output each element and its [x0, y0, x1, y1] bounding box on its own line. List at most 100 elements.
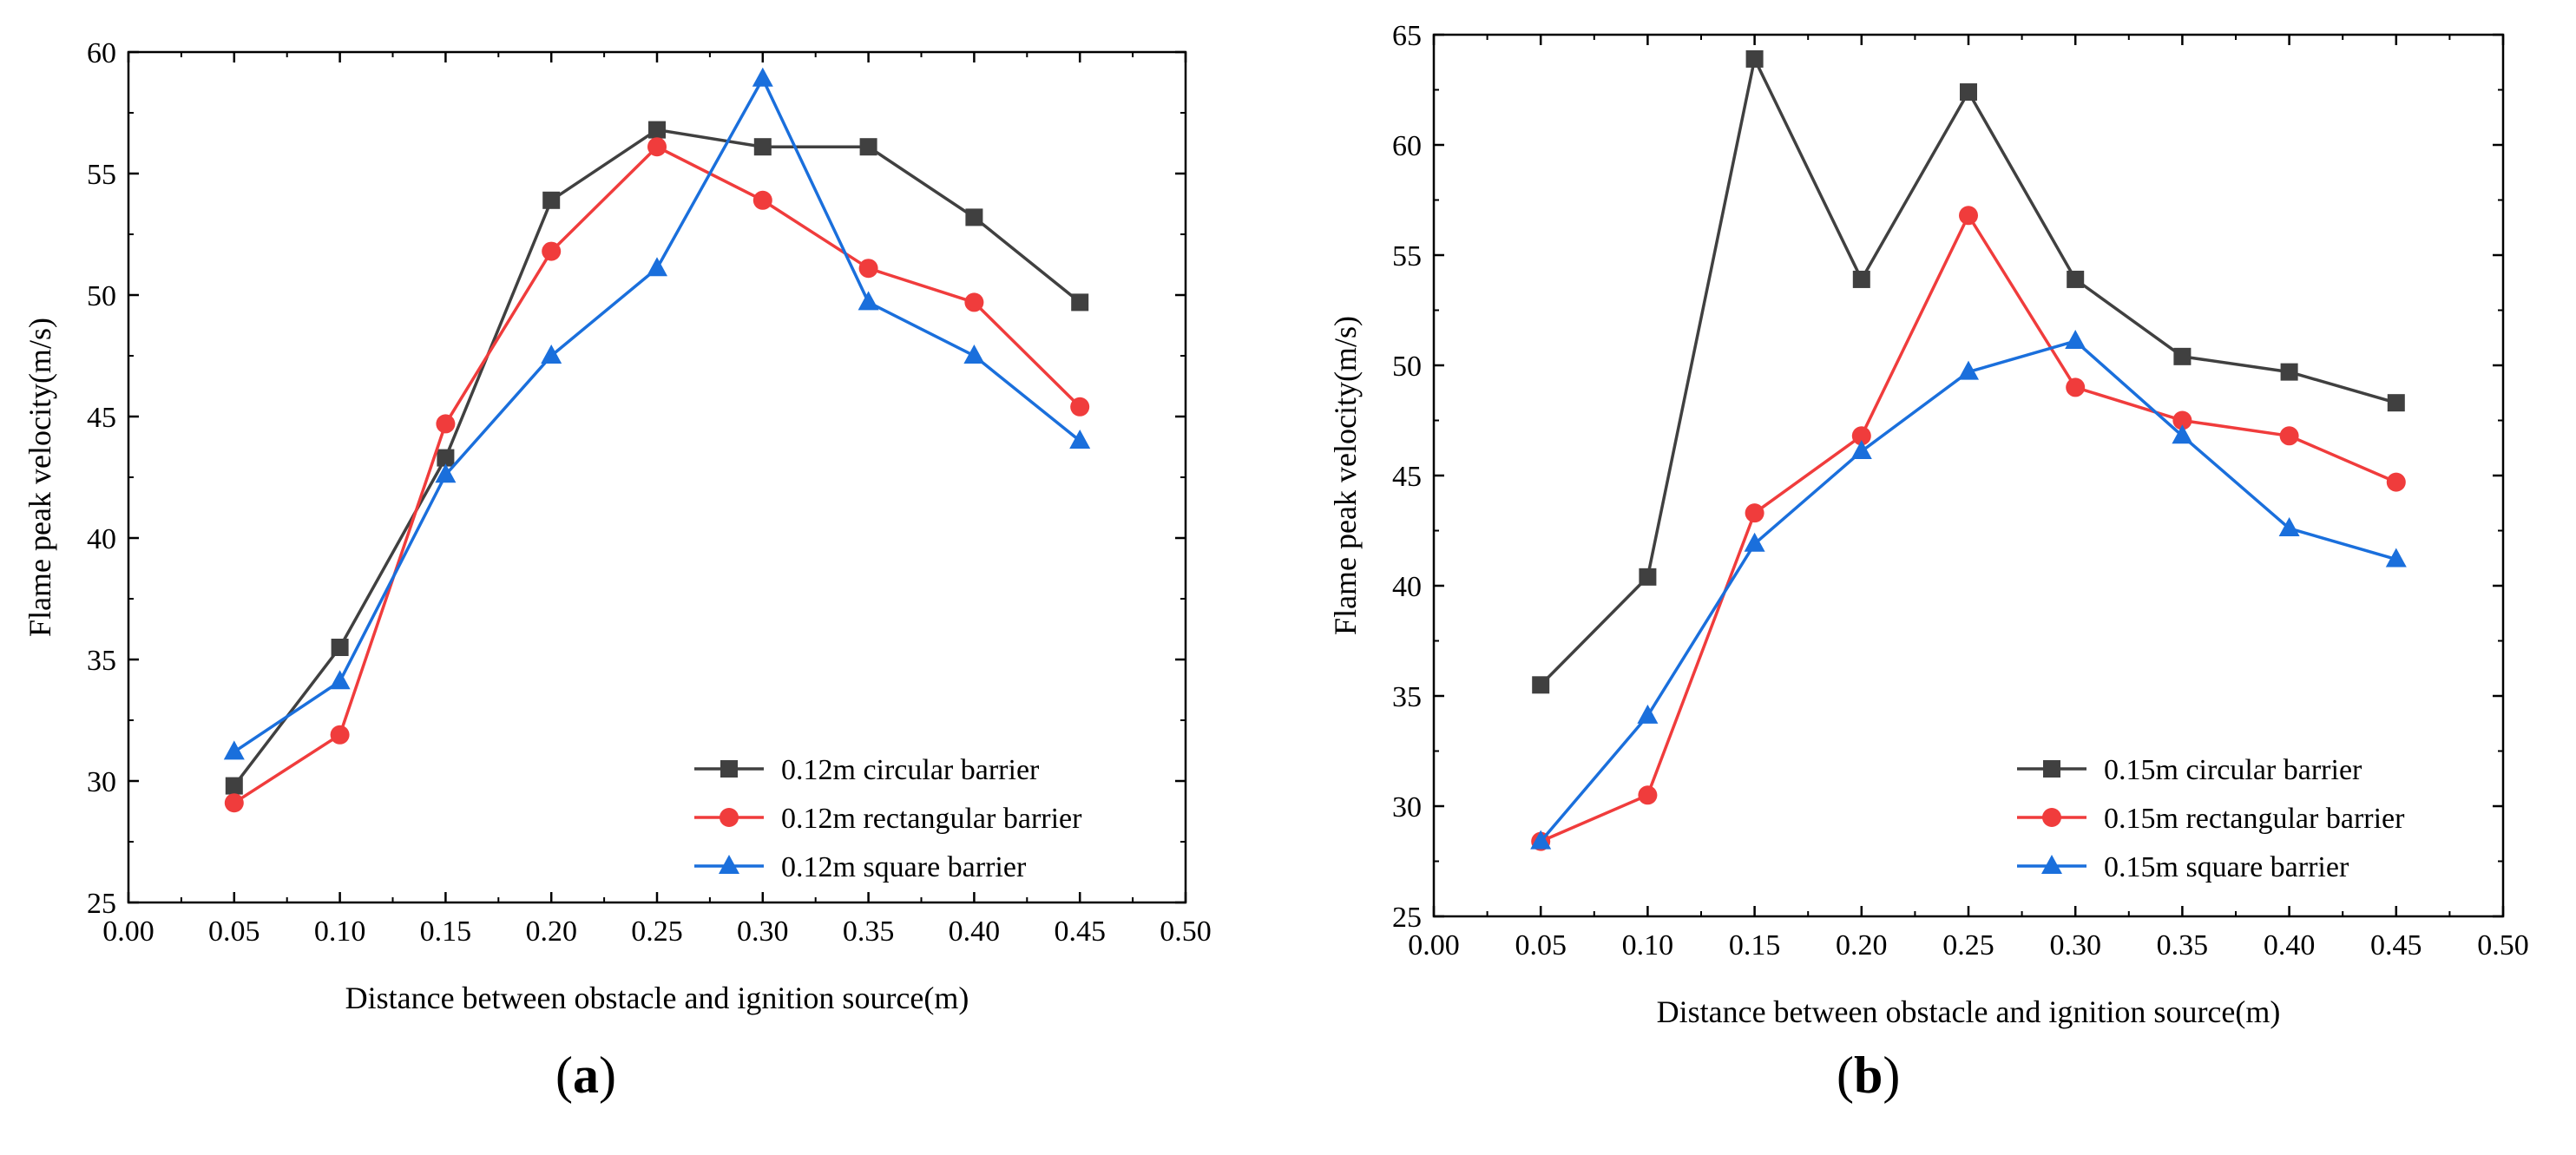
chart-b-data-point	[2067, 270, 2085, 288]
chart-a-data-point	[647, 257, 667, 277]
chart-b-data-point	[1958, 360, 1979, 380]
chart-a-x-tick-label: 0.15	[420, 915, 472, 948]
chart-a-data-point	[1071, 293, 1089, 312]
chart-b-data-point	[1638, 785, 1658, 805]
chart-b-data-point	[2279, 426, 2299, 446]
chart-a-data-point	[648, 121, 666, 139]
chart-a-legend-marker	[720, 760, 738, 778]
chart-b-data-point	[2066, 377, 2086, 397]
chart-a-x-tick-label: 0.00	[102, 915, 154, 948]
panel-label-a: (a)	[555, 1047, 616, 1104]
chart-b-data-point	[2385, 548, 2407, 568]
chart-b-data-point	[1745, 503, 1764, 523]
chart-a-data-point	[541, 345, 562, 364]
chart-b-data-point	[1850, 440, 1872, 460]
chart-a-x-tick-label: 0.50	[1160, 915, 1212, 948]
chart-b-x-tick-label: 0.00	[1408, 929, 1460, 961]
chart-a-x-tick-label: 0.05	[208, 915, 260, 948]
chart-a-data-point	[436, 414, 456, 434]
chart-b-data-point	[1960, 83, 1977, 102]
chart-a-y-axis-label: Flame peak velocity(m/s)	[23, 318, 57, 637]
chart-panel-a: 0.00 0.05 0.10 0.15 0.20 0.25 0.30 0.35 0.40 0.45…	[23, 37, 1212, 1104]
chart-b-x-tick-label: 0.35	[2157, 929, 2209, 961]
chart-b-series-circle	[1531, 206, 2406, 851]
chart-a-legend-marker	[720, 808, 739, 827]
chart-a-x-tick-label: 0.20	[525, 915, 577, 948]
chart-b-data-point	[1532, 676, 1550, 694]
chart-a-y-tick-label: 55	[87, 159, 116, 191]
chart-a-data-point	[858, 259, 878, 279]
chart-b-data-point	[2278, 516, 2300, 536]
chart-b-data-point	[1959, 206, 1978, 226]
chart-a-data-point	[964, 292, 984, 312]
chart-a-legend-label: 0.12m rectangular barrier	[781, 803, 1082, 835]
chart-a-y-tick-label: 25	[87, 888, 116, 920]
chart-b-y-tick-label: 25	[1392, 902, 1422, 934]
chart-b-y-tick-label: 40	[1392, 571, 1422, 603]
chart-b-data-point	[2386, 472, 2406, 492]
chart-b-legend-marker	[2042, 808, 2061, 827]
chart-b-legend-label: 0.15m circular barrier	[2104, 754, 2362, 786]
chart-b-x-tick-label: 0.25	[1942, 929, 1994, 961]
chart-b-x-tick-label: 0.10	[1622, 929, 1674, 961]
chart-b-legend-entry: 0.15m circular barrier	[2017, 754, 2362, 786]
chart-a-data-point	[647, 137, 667, 157]
chart-a-data-point	[1069, 430, 1091, 449]
chart-b-series-square	[1532, 49, 2405, 694]
chart-b-data-point	[1639, 568, 1657, 586]
chart-a-data-point	[859, 138, 877, 156]
chart-panel-b: 0.00 0.05 0.10 0.15 0.20 0.25 0.30 0.35 0.40 0.45…	[1288, 0, 2576, 1155]
chart-a-x-tick-label: 0.35	[843, 915, 895, 948]
chart-a-y-tick-label: 30	[87, 766, 116, 798]
panel-label-b-letter: b	[1853, 1047, 1883, 1104]
chart-b-y-tick-label: 60	[1392, 130, 1422, 162]
chart-b-legend-marker	[2043, 760, 2060, 778]
chart-a-x-tick-label: 0.10	[314, 915, 366, 948]
panel-label-b: (b)	[1837, 1047, 1901, 1104]
chart-a-data-point	[752, 190, 772, 210]
chart-a-x-tick-label: 0.25	[631, 915, 683, 948]
chart-a-data-point	[965, 208, 983, 226]
chart-b-data-point	[2280, 363, 2298, 381]
chart-b-data-point	[1637, 704, 1659, 724]
chart-a-legend-entry: 0.12m square barrier	[694, 851, 1027, 883]
chart-a-data-point	[437, 449, 455, 467]
chart-b-data-point	[2065, 330, 2086, 350]
chart-b-x-tick-label: 0.50	[2477, 929, 2529, 961]
chart-a-data-point	[330, 725, 350, 745]
chart-a-legend-entry: 0.12m circular barrier	[694, 754, 1040, 786]
chart-b-data-point	[2172, 424, 2193, 444]
chart-b-data-point	[1744, 532, 1765, 552]
chart-b-y-tick-label: 65	[1392, 20, 1422, 52]
chart-a-x-tick-label: 0.30	[737, 915, 789, 948]
chart-b-x-tick-label: 0.45	[2370, 929, 2422, 961]
chart-a-data-point	[224, 793, 244, 813]
chart-b-data-point	[1745, 49, 1764, 68]
chart-b-y-tick-label: 45	[1392, 461, 1422, 493]
chart-b-svg: 0.00 0.05 0.10 0.15 0.20 0.25 0.30 0.35 0.40 0.45…	[1328, 20, 2529, 1029]
chart-a-y-tick-label: 50	[87, 280, 116, 312]
chart-b-x-tick-label: 0.20	[1836, 929, 1888, 961]
chart-b-y-tick-label: 55	[1392, 240, 1422, 272]
chart-a-data-point	[753, 138, 772, 156]
chart-b-data-point	[2172, 410, 2192, 430]
chart-a-series-line	[233, 128, 1081, 787]
chart-a-y-tick-label: 35	[87, 645, 116, 677]
chart-a-data-point	[963, 345, 985, 364]
chart-a-svg: 0.00 0.05 0.10 0.15 0.20 0.25 0.30 0.35 0.40 0.45…	[23, 37, 1212, 1015]
chart-b-legend-label: 0.15m rectangular barrier	[2104, 803, 2405, 835]
chart-b-data-point	[1852, 270, 1870, 288]
panel-label-a-letter: a	[572, 1047, 599, 1104]
chart-b-legend-entry: 0.15m rectangular barrier	[2017, 803, 2405, 835]
chart-b-data-point	[2173, 347, 2192, 365]
chart-a-data-point	[329, 670, 351, 690]
chart-a-series-circle	[224, 137, 1090, 813]
chart-a-y-tick-label: 40	[87, 523, 116, 555]
chart-b-x-tick-label: 0.05	[1515, 929, 1567, 961]
chart-a-data-point	[752, 67, 773, 87]
chart-a-legend-marker	[719, 855, 739, 874]
chart-a-series-line	[233, 75, 1081, 753]
chart-b-x-tick-label: 0.40	[2264, 929, 2316, 961]
chart-b-y-tick-label: 35	[1392, 681, 1422, 713]
chart-b-y-tick-label: 30	[1392, 791, 1422, 824]
